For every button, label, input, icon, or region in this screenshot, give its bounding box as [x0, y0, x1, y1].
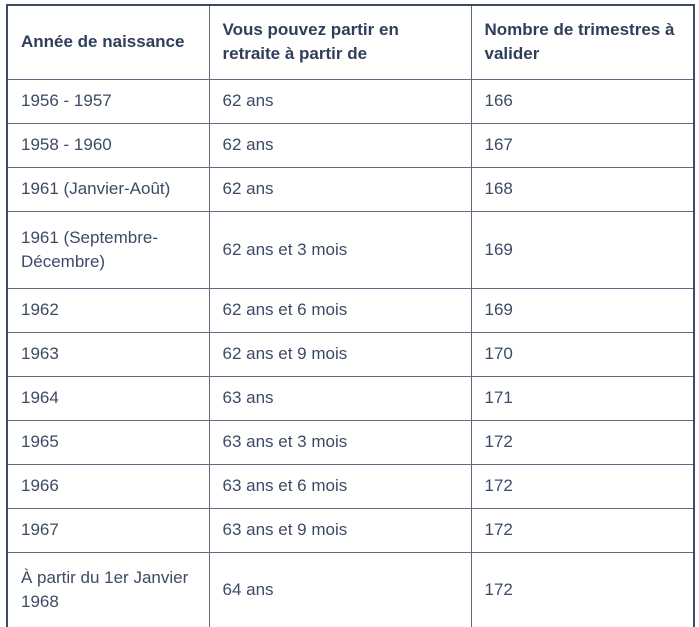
- cell-birth-year: À partir du 1er Janvier 1968: [6, 551, 210, 627]
- table-row: 1962 62 ans et 6 mois 169: [6, 287, 695, 333]
- cell-birth-year: 1956 - 1957: [6, 78, 210, 124]
- table-row: 1965 63 ans et 3 mois 172: [6, 419, 695, 465]
- table-row: 1964 63 ans 171: [6, 375, 695, 421]
- cell-retirement-age: 63 ans et 3 mois: [208, 419, 472, 465]
- cell-trimesters: 172: [470, 463, 695, 509]
- cell-trimesters: 168: [470, 166, 695, 212]
- table-header: Année de naissance Vous pouvez partir en…: [6, 4, 695, 80]
- cell-trimesters: 172: [470, 507, 695, 553]
- cell-birth-year: 1965: [6, 419, 210, 465]
- header-row: Année de naissance Vous pouvez partir en…: [6, 4, 695, 80]
- table-row: À partir du 1er Janvier 1968 64 ans 172: [6, 551, 695, 627]
- cell-trimesters: 169: [470, 210, 695, 289]
- cell-birth-year: 1963: [6, 331, 210, 377]
- cell-trimesters: 170: [470, 331, 695, 377]
- table-body: 1956 - 1957 62 ans 166 1958 - 1960 62 ans 167…: [6, 78, 695, 627]
- column-header-birth-year: Année de naissance: [6, 4, 210, 80]
- cell-trimesters: 167: [470, 122, 695, 168]
- table-row: 1961 (Janvier-Août) 62 ans 168: [6, 166, 695, 212]
- column-header-trimesters: Nombre de trimestres à valider: [470, 4, 695, 80]
- cell-retirement-age: 63 ans et 6 mois: [208, 463, 472, 509]
- cell-retirement-age: 63 ans et 9 mois: [208, 507, 472, 553]
- cell-birth-year: 1962: [6, 287, 210, 333]
- cell-retirement-age: 62 ans et 9 mois: [208, 331, 472, 377]
- cell-birth-year: 1964: [6, 375, 210, 421]
- table-row: 1956 - 1957 62 ans 166: [6, 78, 695, 124]
- table-row: 1961 (Septembre-Décembre) 62 ans et 3 moi…: [6, 210, 695, 289]
- table-row: 1966 63 ans et 6 mois 172: [6, 463, 695, 509]
- cell-birth-year: 1958 - 1960: [6, 122, 210, 168]
- cell-trimesters: 172: [470, 551, 695, 627]
- cell-retirement-age: 62 ans et 3 mois: [208, 210, 472, 289]
- table-row: 1963 62 ans et 9 mois 170: [6, 331, 695, 377]
- cell-retirement-age: 62 ans: [208, 166, 472, 212]
- table-row: 1967 63 ans et 9 mois 172: [6, 507, 695, 553]
- cell-retirement-age: 64 ans: [208, 551, 472, 627]
- cell-retirement-age: 62 ans: [208, 78, 472, 124]
- cell-trimesters: 166: [470, 78, 695, 124]
- cell-birth-year: 1961 (Janvier-Août): [6, 166, 210, 212]
- cell-birth-year: 1967: [6, 507, 210, 553]
- cell-retirement-age: 62 ans et 6 mois: [208, 287, 472, 333]
- cell-retirement-age: 63 ans: [208, 375, 472, 421]
- cell-retirement-age: 62 ans: [208, 122, 472, 168]
- cell-birth-year: 1961 (Septembre-Décembre): [6, 210, 210, 289]
- cell-birth-year: 1966: [6, 463, 210, 509]
- table-row: 1958 - 1960 62 ans 167: [6, 122, 695, 168]
- cell-trimesters: 171: [470, 375, 695, 421]
- column-header-retirement-age: Vous pouvez partir en retraite à partir …: [208, 4, 472, 80]
- retirement-age-table: Année de naissance Vous pouvez partir en…: [6, 4, 695, 627]
- cell-trimesters: 172: [470, 419, 695, 465]
- cell-trimesters: 169: [470, 287, 695, 333]
